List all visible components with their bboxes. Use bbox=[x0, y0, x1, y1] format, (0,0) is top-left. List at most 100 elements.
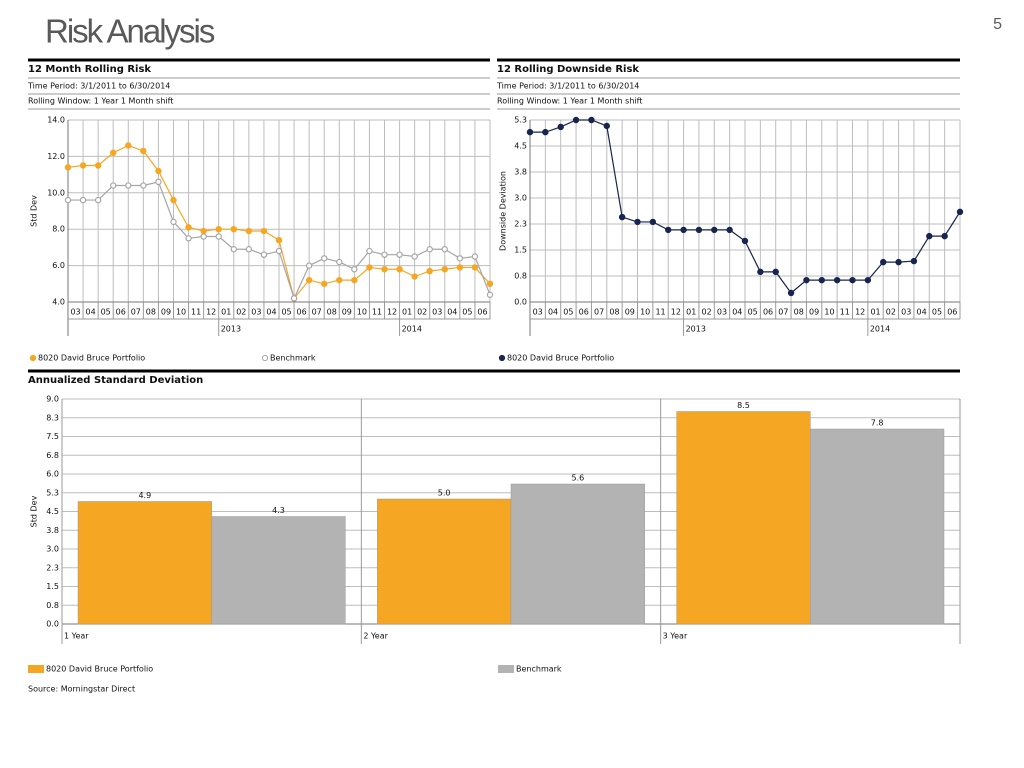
point bbox=[880, 258, 887, 266]
point bbox=[155, 178, 162, 186]
point bbox=[665, 226, 672, 234]
point bbox=[471, 264, 479, 271]
y-tick-label: 6.0 bbox=[46, 470, 59, 479]
y-axis-label: Std Dev bbox=[30, 495, 39, 527]
x-tick-label: 06 bbox=[297, 308, 307, 317]
legend-label: 8020 David Bruce Portfolio bbox=[507, 354, 614, 363]
point bbox=[336, 276, 343, 284]
point bbox=[456, 264, 464, 271]
point bbox=[351, 266, 358, 273]
point bbox=[64, 164, 72, 171]
y-tick-label: 2.3 bbox=[46, 563, 59, 572]
point bbox=[230, 225, 237, 233]
legend-swatch bbox=[261, 354, 269, 362]
y-axis-label: Downside Deviation bbox=[499, 171, 508, 251]
x-tick-label: 10 bbox=[176, 308, 186, 317]
point bbox=[125, 142, 132, 149]
point bbox=[411, 253, 418, 260]
year-label: 2013 bbox=[221, 325, 241, 334]
point bbox=[956, 208, 964, 216]
x-tick-label: 01 bbox=[221, 308, 231, 317]
y-axis-label: Std Dev bbox=[30, 195, 39, 227]
x-tick-label: 04 bbox=[732, 308, 742, 317]
bar bbox=[510, 483, 645, 625]
point bbox=[603, 122, 610, 130]
y-tick-label: 6.8 bbox=[46, 451, 59, 460]
point bbox=[200, 227, 207, 235]
point bbox=[64, 196, 72, 204]
x-tick-label: 03 bbox=[432, 308, 442, 317]
y-tick-label: 4.5 bbox=[46, 507, 59, 516]
x-tick-label: 01 bbox=[686, 308, 696, 317]
point bbox=[787, 289, 795, 297]
x-tick-label: 08 bbox=[327, 308, 337, 317]
y-tick-label: 12.0 bbox=[47, 152, 65, 161]
y-tick-label: 1.5 bbox=[46, 582, 59, 591]
x-tick-label: 09 bbox=[161, 308, 171, 317]
x-tick-label: 03 bbox=[251, 308, 261, 317]
point bbox=[634, 218, 641, 226]
x-tick-label: 11 bbox=[840, 308, 850, 317]
year-label: 2014 bbox=[870, 325, 890, 334]
point bbox=[245, 246, 253, 253]
point bbox=[426, 246, 433, 253]
point bbox=[321, 255, 328, 262]
x-tick-label: 03 bbox=[533, 308, 543, 317]
x-tick-label: 04 bbox=[447, 308, 457, 317]
bar bbox=[211, 516, 346, 625]
point bbox=[818, 276, 825, 284]
point bbox=[486, 280, 494, 287]
bar bbox=[810, 428, 945, 625]
x-tick-label: 05 bbox=[563, 308, 573, 317]
point bbox=[649, 218, 657, 226]
y-tick-label: 3.8 bbox=[46, 526, 59, 535]
x-tick-label: 07 bbox=[312, 308, 322, 317]
x-tick-label: 06 bbox=[947, 308, 957, 317]
point bbox=[741, 237, 749, 245]
x-tick-label: 06 bbox=[116, 308, 126, 317]
x-tick-label: 11 bbox=[372, 308, 382, 317]
y-tick-label: 3.8 bbox=[514, 168, 527, 177]
point bbox=[864, 276, 872, 284]
legend-swatch bbox=[498, 665, 514, 673]
x-tick-label: 10 bbox=[357, 308, 367, 317]
x-tick-label: 01 bbox=[870, 308, 880, 317]
point bbox=[94, 162, 102, 169]
x-tick-label: 05 bbox=[932, 308, 942, 317]
point bbox=[170, 196, 177, 204]
y-tick-label: 7.5 bbox=[46, 432, 59, 441]
chart-title: Annualized Standard Deviation bbox=[28, 375, 203, 386]
x-tick-label: 07 bbox=[594, 308, 604, 317]
point bbox=[215, 233, 222, 240]
y-tick-label: 0.8 bbox=[514, 272, 527, 281]
y-tick-label: 3.0 bbox=[514, 194, 527, 203]
point bbox=[155, 167, 162, 175]
y-tick-label: 8.0 bbox=[52, 225, 65, 234]
y-tick-label: 8.3 bbox=[46, 413, 59, 422]
point bbox=[381, 266, 388, 273]
x-tick-label: 1 Year bbox=[64, 632, 89, 641]
y-tick-label: 4.5 bbox=[514, 142, 527, 151]
chart-title: 12 Month Rolling Risk bbox=[28, 64, 151, 75]
point bbox=[260, 251, 268, 258]
y-tick-label: 3.0 bbox=[46, 545, 59, 554]
x-tick-label: 03 bbox=[717, 308, 727, 317]
point bbox=[245, 227, 253, 235]
point bbox=[542, 128, 549, 136]
point bbox=[441, 246, 448, 253]
x-tick-label: 04 bbox=[548, 308, 558, 317]
legend-swatch bbox=[498, 354, 506, 362]
point bbox=[695, 226, 703, 234]
x-tick-label: 09 bbox=[625, 308, 635, 317]
bar bbox=[77, 501, 212, 625]
point bbox=[471, 253, 479, 260]
x-tick-label: 12 bbox=[387, 308, 397, 317]
point bbox=[110, 182, 117, 189]
point bbox=[275, 236, 283, 244]
point bbox=[426, 267, 433, 275]
page-title: Risk Analysis bbox=[45, 13, 215, 50]
x-tick-label: 07 bbox=[778, 308, 788, 317]
y-tick-label: 9.0 bbox=[46, 395, 59, 404]
y-tick-label: 6.0 bbox=[52, 261, 65, 270]
point bbox=[456, 255, 464, 262]
